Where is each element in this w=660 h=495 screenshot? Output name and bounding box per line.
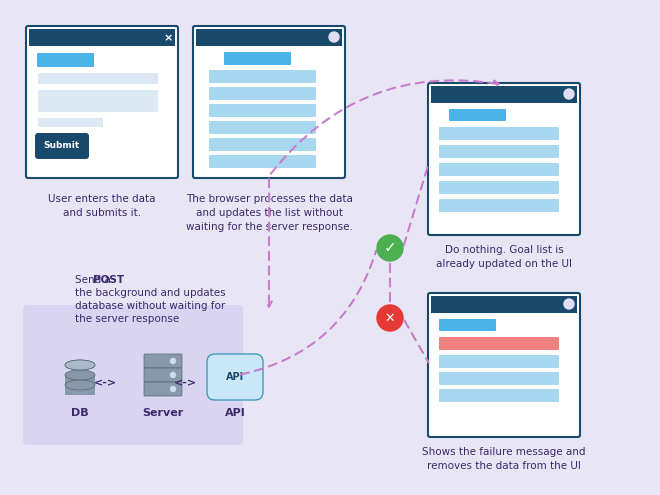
Circle shape	[170, 373, 176, 378]
FancyBboxPatch shape	[439, 181, 559, 194]
FancyBboxPatch shape	[439, 355, 559, 368]
FancyBboxPatch shape	[26, 26, 178, 178]
FancyBboxPatch shape	[144, 382, 182, 396]
Bar	[65, 375, 95, 385]
FancyBboxPatch shape	[209, 70, 316, 83]
Text: the background and updates: the background and updates	[75, 288, 226, 298]
FancyBboxPatch shape	[439, 127, 559, 140]
FancyBboxPatch shape	[439, 145, 559, 158]
Bar	[431, 296, 577, 313]
FancyBboxPatch shape	[144, 354, 182, 368]
Text: API: API	[224, 408, 246, 418]
Text: Do nothing. Goal list is
already updated on the UI: Do nothing. Goal list is already updated…	[436, 245, 572, 269]
FancyBboxPatch shape	[439, 337, 559, 350]
Ellipse shape	[65, 360, 95, 370]
Text: the server response: the server response	[75, 314, 180, 324]
Circle shape	[170, 387, 176, 392]
Text: DB: DB	[71, 408, 89, 418]
FancyBboxPatch shape	[439, 163, 559, 176]
FancyBboxPatch shape	[439, 199, 559, 212]
FancyBboxPatch shape	[439, 372, 559, 385]
Bar	[196, 29, 342, 46]
Text: Submit: Submit	[44, 142, 80, 150]
Bar	[431, 86, 577, 103]
FancyBboxPatch shape	[209, 155, 316, 168]
Text: POST: POST	[93, 275, 124, 285]
Text: Shows the failure message and
removes the data from the UI: Shows the failure message and removes th…	[422, 447, 586, 471]
FancyBboxPatch shape	[35, 133, 89, 159]
FancyBboxPatch shape	[23, 305, 243, 445]
FancyBboxPatch shape	[439, 389, 559, 402]
Text: ✕: ✕	[385, 311, 395, 325]
Bar	[38, 90, 158, 112]
Text: User enters the data
and submits it.: User enters the data and submits it.	[48, 194, 156, 218]
FancyBboxPatch shape	[428, 83, 580, 235]
Ellipse shape	[65, 380, 95, 390]
Bar	[29, 29, 175, 46]
FancyBboxPatch shape	[209, 138, 316, 151]
Circle shape	[377, 235, 403, 261]
Circle shape	[170, 358, 176, 363]
FancyBboxPatch shape	[144, 368, 182, 382]
Circle shape	[564, 299, 574, 309]
Text: Server: Server	[143, 408, 183, 418]
Bar	[38, 118, 103, 127]
Text: <->: <->	[94, 378, 117, 388]
FancyBboxPatch shape	[209, 121, 316, 134]
FancyBboxPatch shape	[428, 293, 580, 437]
Text: ✓: ✓	[383, 241, 397, 255]
Text: The browser processes the data
and updates the list without
waiting for the serv: The browser processes the data and updat…	[185, 194, 352, 232]
Ellipse shape	[65, 370, 95, 380]
FancyBboxPatch shape	[209, 104, 316, 117]
FancyBboxPatch shape	[224, 52, 291, 65]
FancyBboxPatch shape	[449, 109, 506, 121]
Bar	[65, 385, 95, 395]
Bar	[38, 73, 158, 84]
Text: ×: ×	[163, 33, 173, 43]
Text: database without waiting for: database without waiting for	[75, 301, 225, 311]
Text: Send a: Send a	[75, 275, 114, 285]
Text: <->: <->	[174, 378, 197, 388]
Circle shape	[564, 89, 574, 99]
Text: API: API	[226, 372, 244, 382]
FancyBboxPatch shape	[209, 87, 316, 100]
FancyBboxPatch shape	[439, 319, 496, 331]
Ellipse shape	[65, 360, 95, 370]
FancyBboxPatch shape	[193, 26, 345, 178]
FancyBboxPatch shape	[207, 354, 263, 400]
Circle shape	[377, 305, 403, 331]
FancyBboxPatch shape	[37, 53, 94, 67]
Circle shape	[329, 32, 339, 42]
